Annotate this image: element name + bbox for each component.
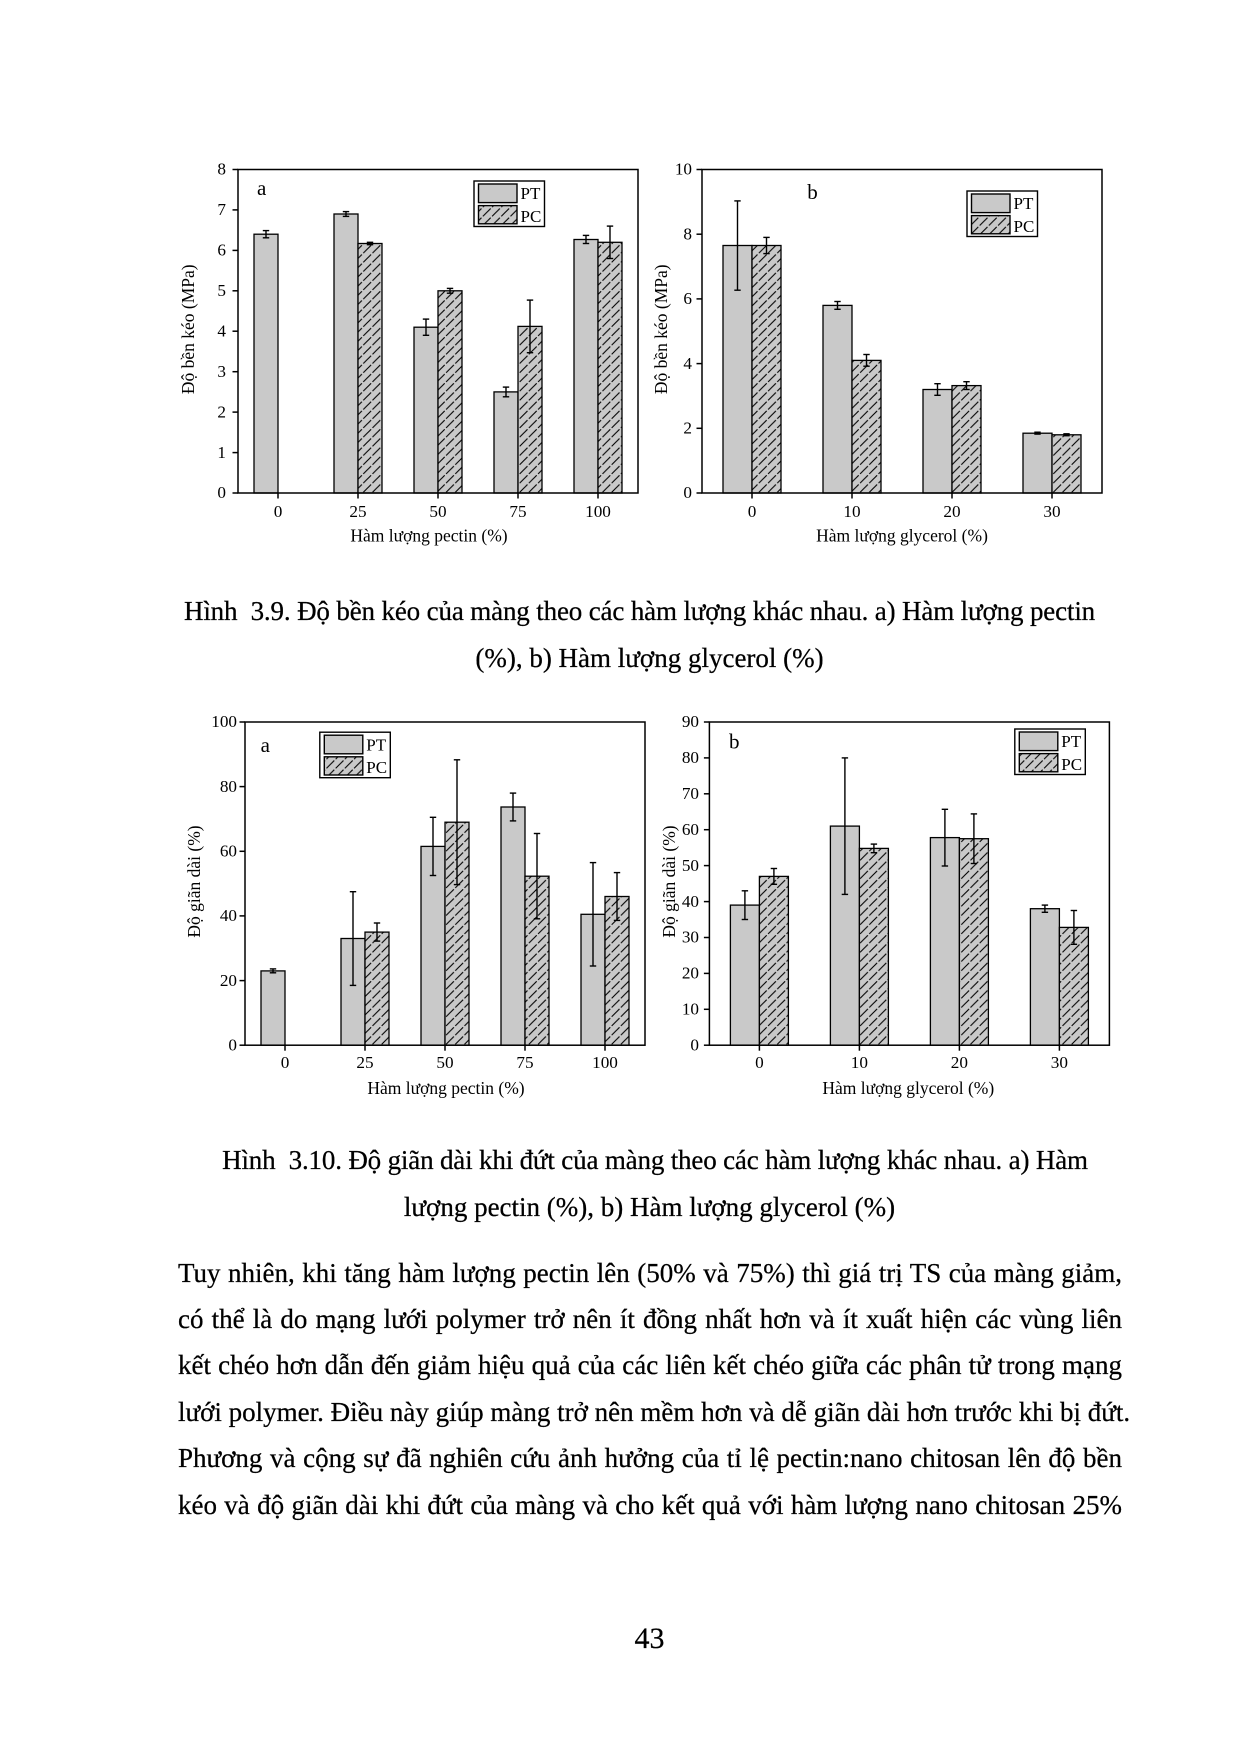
svg-text:8: 8 <box>217 160 226 179</box>
svg-text:PT: PT <box>1061 732 1081 751</box>
svg-text:b: b <box>807 180 818 204</box>
svg-text:6: 6 <box>217 241 226 260</box>
svg-text:50: 50 <box>429 502 446 521</box>
svg-text:0: 0 <box>281 1053 290 1072</box>
svg-text:Hàm lượng pectin (%): Hàm lượng pectin (%) <box>350 526 507 546</box>
svg-text:30: 30 <box>682 928 699 947</box>
svg-text:80: 80 <box>220 777 237 796</box>
svg-text:PT: PT <box>521 184 541 203</box>
svg-text:10: 10 <box>843 502 860 521</box>
svg-text:a: a <box>261 733 271 757</box>
svg-text:75: 75 <box>516 1053 533 1072</box>
svg-text:25: 25 <box>356 1053 373 1072</box>
svg-text:50: 50 <box>436 1053 453 1072</box>
svg-text:2: 2 <box>217 402 226 421</box>
svg-text:Độ bền kéo (MPa): Độ bền kéo (MPa) <box>651 264 671 394</box>
svg-text:6: 6 <box>683 289 692 308</box>
svg-text:10: 10 <box>675 160 692 179</box>
svg-text:4: 4 <box>217 321 226 340</box>
svg-text:20: 20 <box>943 502 960 521</box>
svg-text:70: 70 <box>682 784 699 803</box>
svg-text:3: 3 <box>217 362 226 381</box>
svg-text:Hàm lượng pectin (%): Hàm lượng pectin (%) <box>367 1078 524 1098</box>
svg-text:Độ bền kéo (MPa): Độ bền kéo (MPa) <box>178 264 198 394</box>
svg-text:80: 80 <box>682 748 699 767</box>
svg-text:4: 4 <box>683 354 692 373</box>
svg-text:Độ giãn dài (%): Độ giãn dài (%) <box>184 825 204 937</box>
svg-text:Độ giãn dài (%): Độ giãn dài (%) <box>659 825 679 937</box>
svg-text:60: 60 <box>220 842 237 861</box>
svg-text:100: 100 <box>211 712 237 731</box>
svg-text:20: 20 <box>682 964 699 983</box>
svg-text:a: a <box>257 176 267 200</box>
svg-text:PT: PT <box>366 735 386 754</box>
svg-text:PC: PC <box>366 758 387 777</box>
svg-text:30: 30 <box>1051 1053 1068 1072</box>
svg-text:20: 20 <box>951 1053 968 1072</box>
svg-text:50: 50 <box>682 856 699 875</box>
svg-text:b: b <box>729 729 740 753</box>
svg-text:Hàm lượng glycerol (%): Hàm lượng glycerol (%) <box>816 526 988 546</box>
svg-text:60: 60 <box>682 820 699 839</box>
svg-text:PC: PC <box>521 207 542 226</box>
svg-text:2: 2 <box>683 419 692 438</box>
svg-text:0: 0 <box>748 502 757 521</box>
svg-text:0: 0 <box>683 483 692 502</box>
svg-text:8: 8 <box>683 224 692 243</box>
svg-text:0: 0 <box>217 483 226 502</box>
svg-text:1: 1 <box>217 443 226 462</box>
svg-text:Hàm lượng glycerol (%): Hàm lượng glycerol (%) <box>822 1078 994 1098</box>
svg-text:25: 25 <box>349 502 366 521</box>
svg-text:20: 20 <box>220 971 237 990</box>
svg-text:0: 0 <box>755 1053 764 1072</box>
svg-text:0: 0 <box>228 1035 237 1054</box>
svg-text:5: 5 <box>217 281 226 300</box>
svg-text:100: 100 <box>585 502 611 521</box>
svg-text:0: 0 <box>274 502 283 521</box>
svg-text:10: 10 <box>682 1000 699 1019</box>
svg-text:7: 7 <box>217 200 226 219</box>
svg-text:0: 0 <box>690 1035 699 1054</box>
svg-text:40: 40 <box>220 906 237 925</box>
svg-text:PC: PC <box>1061 755 1082 774</box>
svg-text:PT: PT <box>1014 194 1034 213</box>
svg-text:PC: PC <box>1014 217 1035 236</box>
svg-text:40: 40 <box>682 892 699 911</box>
svg-text:10: 10 <box>851 1053 868 1072</box>
svg-text:90: 90 <box>682 712 699 731</box>
svg-text:75: 75 <box>509 502 526 521</box>
svg-text:100: 100 <box>592 1053 618 1072</box>
svg-text:30: 30 <box>1043 502 1060 521</box>
